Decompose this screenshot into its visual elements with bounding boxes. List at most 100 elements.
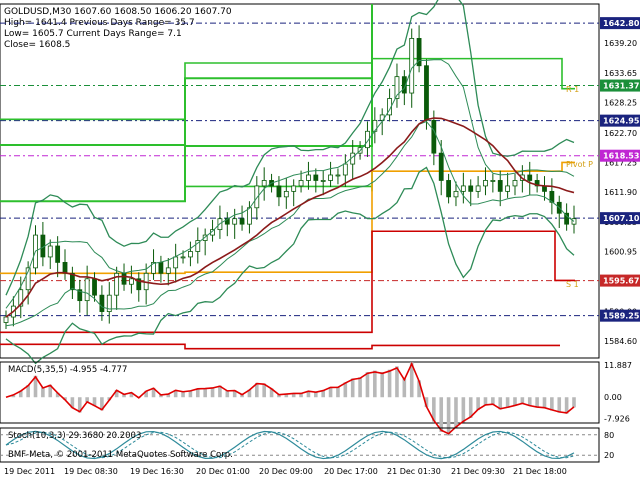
macd-histogram-bar	[314, 391, 318, 398]
macd-histogram-bar	[41, 387, 45, 398]
candle-body	[424, 65, 429, 121]
candle-body	[401, 76, 407, 94]
price-badge-label: 1631.37	[603, 82, 639, 91]
macd-histogram-bar	[476, 397, 480, 411]
candle-body	[483, 180, 488, 187]
macd-histogram-bar	[277, 394, 281, 398]
macd-histogram-bar	[483, 397, 488, 406]
price-badge-label: 1595.67	[603, 277, 639, 286]
macd-histogram-bar	[572, 397, 576, 408]
macd-histogram-bar	[387, 369, 392, 398]
macd-histogram-bar	[55, 392, 60, 398]
candle-body	[475, 185, 481, 192]
candle-body	[438, 152, 444, 181]
candle-body	[188, 251, 193, 258]
candle-body	[512, 180, 518, 187]
macd-histogram-bar	[70, 397, 75, 409]
macd-histogram-bar	[505, 397, 510, 408]
stochastic-panel[interactable]: 80 20	[0, 427, 614, 463]
candle-body	[276, 185, 282, 198]
time-tick-label: 20 Dec 17:00	[324, 467, 378, 476]
candle-body	[409, 38, 415, 94]
price-badge-label: 1618.53	[603, 152, 639, 161]
candle-body	[136, 278, 142, 291]
macd-histogram-bar	[122, 394, 126, 398]
macd-histogram-bar	[432, 397, 436, 422]
macd-histogram-bar	[299, 393, 303, 398]
watermark: BMF-Meta, © 2001-2011 MetaQuotes Softwar…	[8, 450, 233, 460]
candle-body	[335, 174, 341, 177]
price-badge	[600, 274, 640, 287]
candle-body	[232, 218, 238, 225]
macd-histogram-bar	[26, 385, 30, 398]
main-price-chart[interactable]: R 1 Pivot P S 1	[0, 0, 600, 365]
macd-histogram-bar	[284, 393, 289, 398]
price-tick-label: 1611.90	[604, 188, 637, 197]
macd-histogram-bar	[550, 397, 554, 411]
candle-body	[453, 190, 459, 198]
macd-histogram-bar	[350, 378, 355, 398]
macd-histogram-bar	[520, 397, 525, 404]
candle-body	[527, 174, 533, 181]
candle-body	[298, 180, 304, 187]
support-s2-line	[0, 343, 560, 350]
candle-body	[320, 180, 326, 182]
candle-body	[55, 245, 61, 263]
candle-body	[261, 180, 267, 187]
pivot-label: Pivot P	[566, 160, 593, 169]
macd-histogram-bar	[380, 372, 385, 398]
candle-body	[564, 212, 570, 225]
price-badge	[600, 17, 640, 30]
macd-histogram-bar	[85, 397, 89, 403]
macd-panel[interactable]: 11.887 0.00 -7.926	[0, 361, 632, 436]
candle-body	[468, 185, 474, 192]
macd-histogram-bar	[542, 397, 547, 409]
time-tick-label: 19 Dec 2011	[4, 467, 55, 476]
macd-histogram-bar	[358, 377, 362, 398]
candle-body	[497, 180, 503, 192]
time-tick-label: 20 Dec 09:00	[259, 467, 313, 476]
price-tick-label: 1622.70	[604, 129, 637, 138]
candle-body	[106, 294, 112, 312]
time-tick-label: 21 Dec 01:30	[387, 467, 441, 476]
main-frame	[0, 3, 600, 359]
price-badge	[600, 309, 640, 322]
candle-body	[99, 294, 105, 312]
time-tick-label: 21 Dec 18:00	[513, 467, 567, 476]
stoch-tick-label: 80	[604, 431, 614, 440]
moving-average-line	[5, 117, 575, 318]
macd-histogram-bar	[63, 397, 67, 400]
candle-body	[394, 76, 400, 99]
macd-tick-label: -7.926	[604, 415, 630, 424]
pivot-label: R 1	[566, 85, 579, 94]
macd-histogram-bar	[151, 387, 156, 398]
macd-histogram-bar	[181, 391, 185, 398]
macd-histogram-bar	[461, 397, 466, 423]
candle-body	[460, 185, 466, 192]
candle-body	[254, 185, 260, 209]
macd-histogram-bar	[107, 397, 112, 401]
candle-body	[114, 272, 120, 296]
candle-body	[342, 163, 348, 176]
macd-histogram-bar	[18, 390, 23, 398]
info-line-4: Close= 1608.5	[4, 40, 70, 50]
macd-histogram-bar	[225, 390, 230, 398]
price-badge-label: 1589.25	[603, 312, 640, 321]
macd-histogram-bar	[218, 385, 222, 398]
macd-histogram-bar	[195, 388, 200, 398]
price-badge-label: 1642.80	[603, 19, 640, 28]
candle-body	[490, 180, 496, 182]
macd-histogram-bar	[33, 375, 38, 398]
macd-histogram-bar	[564, 397, 569, 414]
macd-histogram-bar	[48, 384, 53, 398]
macd-histogram-bar	[365, 372, 370, 398]
candle-body	[25, 267, 31, 291]
macd-histogram-bar	[144, 390, 148, 398]
macd-histogram-bar	[247, 389, 252, 398]
candle-body	[151, 261, 156, 274]
candle-body	[239, 218, 245, 225]
macd-histogram-bar	[11, 394, 16, 398]
time-tick-label: 19 Dec 08:30	[64, 467, 118, 476]
price-badge-label: 1624.95	[603, 117, 640, 126]
